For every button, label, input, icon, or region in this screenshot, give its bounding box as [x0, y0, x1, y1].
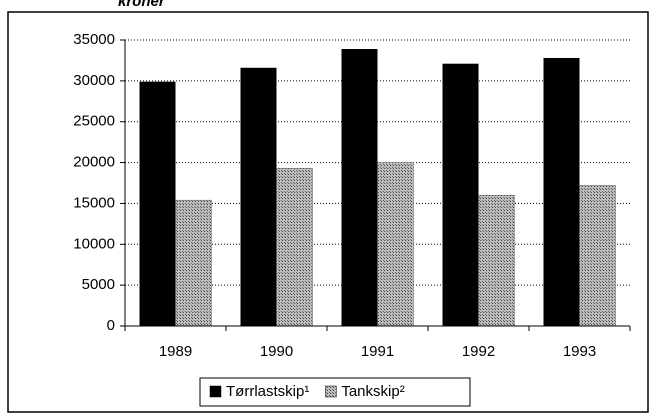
bar — [175, 199, 212, 327]
bar — [478, 195, 515, 327]
y-tick-label: 25000 — [73, 113, 115, 130]
bar — [341, 48, 378, 326]
bar — [579, 185, 616, 327]
bar — [240, 67, 277, 326]
y-tick-label: 20000 — [73, 154, 115, 171]
chart-title: kroner — [118, 0, 166, 10]
legend-label: Tørrlastskip¹ — [226, 383, 309, 400]
y-tick-label: 15000 — [73, 194, 115, 211]
legend-swatch — [325, 385, 337, 398]
legend-swatch — [209, 385, 222, 398]
y-tick-label: 35000 — [73, 31, 115, 48]
bar — [442, 63, 479, 326]
x-tick-label: 1990 — [260, 343, 293, 360]
bar — [276, 168, 313, 327]
bar — [543, 57, 580, 326]
y-tick-label: 10000 — [73, 235, 115, 252]
bar — [377, 162, 414, 327]
x-tick-label: 1992 — [462, 343, 495, 360]
x-tick-label: 1993 — [563, 343, 596, 360]
y-tick-label: 30000 — [73, 72, 115, 89]
bar — [139, 81, 176, 326]
frame — [7, 11, 649, 413]
y-tick-label: 5000 — [82, 276, 115, 293]
y-tick-label: 0 — [107, 317, 115, 334]
x-tick-label: 1989 — [159, 343, 192, 360]
x-tick-label: 1991 — [361, 343, 394, 360]
legend-label: Tankskip² — [341, 383, 404, 400]
